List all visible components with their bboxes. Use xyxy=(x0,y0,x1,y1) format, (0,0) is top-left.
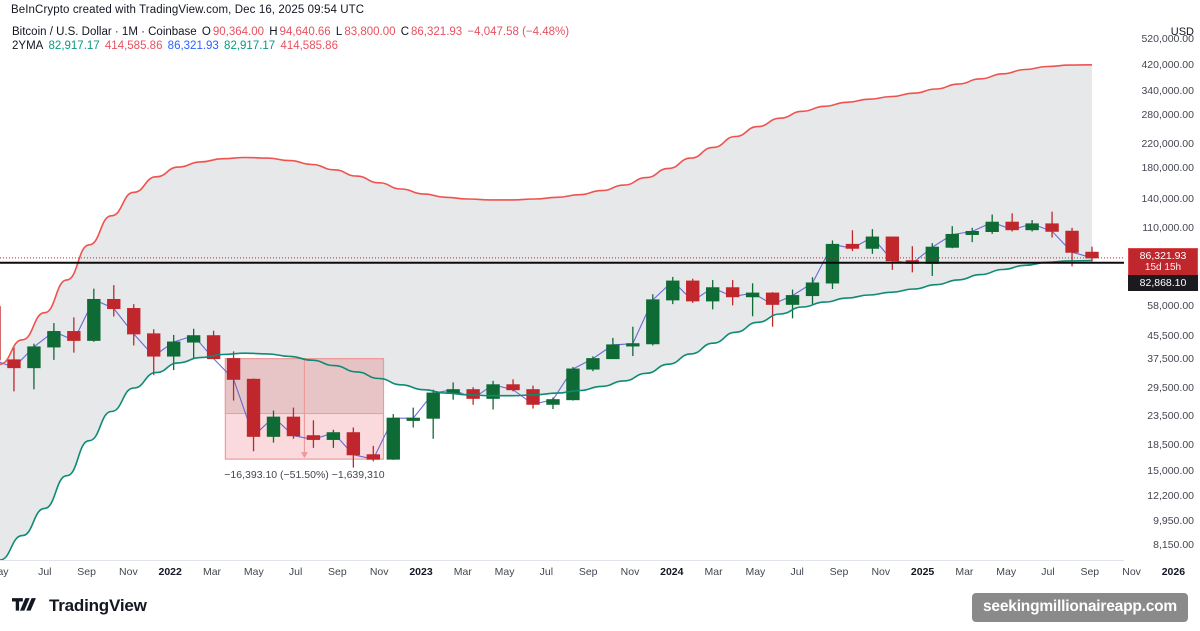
ma-lower-band-line xyxy=(0,259,1093,560)
time-tick: 2026 xyxy=(1161,566,1186,578)
time-tick: Sep xyxy=(829,566,849,578)
legend-close-label: C xyxy=(400,26,410,38)
price-tick: 15,000.00 xyxy=(1147,464,1194,477)
time-tick: May xyxy=(745,566,766,578)
time-scale[interactable]: ay Jul Sep Nov 2022 Mar May Jul Sep Nov 2023 Mar May… xyxy=(0,560,1185,584)
legend-indicator-v1: 82,917.17 xyxy=(48,40,100,52)
footer-bar: TradingView seekingmillionaireapp.com xyxy=(0,584,1200,631)
ma-band-fill xyxy=(0,64,1092,560)
legend-indicator-name[interactable]: 2YMA xyxy=(12,40,44,52)
current-price-badge[interactable]: 86,321.93 15d 15h xyxy=(1128,247,1198,277)
legend-indicator-v2: 414,585.86 xyxy=(104,40,163,52)
candlestick-series[interactable] xyxy=(0,211,1099,468)
time-tick: Jul xyxy=(790,566,804,578)
time-tick: May xyxy=(494,566,515,578)
time-tick: 2024 xyxy=(660,566,684,578)
time-tick: Nov xyxy=(1122,566,1141,578)
price-tick: 37,500.00 xyxy=(1147,353,1194,366)
time-tick: Jul xyxy=(539,566,554,578)
current-price-value: 86,321.93 xyxy=(1139,249,1187,262)
price-tick: 340,000.00 xyxy=(1141,85,1194,98)
legend-open-label: O xyxy=(201,26,211,38)
legend-high-value: 94,640.66 xyxy=(279,26,331,38)
tradingview-logo[interactable]: TradingView xyxy=(12,596,147,616)
time-tick: 2025 xyxy=(910,566,935,578)
time-tick: Nov xyxy=(620,566,640,578)
time-tick: Nov xyxy=(369,566,389,578)
time-tick: Sep xyxy=(328,566,347,578)
time-tick: Sep xyxy=(578,566,598,578)
time-tick: Mar xyxy=(955,566,974,578)
price-tick: 180,000.00 xyxy=(1141,162,1194,175)
time-tick: Sep xyxy=(77,566,96,578)
attribution-text: BeInCrypto created with TradingView.com,… xyxy=(11,4,365,16)
time-tick: Nov xyxy=(871,566,891,578)
legend-symbol[interactable]: Bitcoin / U.S. Dollar · 1M · Coinbase xyxy=(12,26,197,38)
price-tick: 110,000.00 xyxy=(1142,222,1194,235)
legend-high-label: H xyxy=(269,26,278,38)
price-tick: 220,000.00 xyxy=(1141,138,1194,151)
price-tick: 18,500.00 xyxy=(1147,439,1194,452)
ma-upper-band-line xyxy=(0,64,1093,365)
price-tick: 280,000.00 xyxy=(1141,108,1194,121)
price-tick: 8,150.00 xyxy=(1153,538,1194,551)
legend-indicator-v4: 82,917.17 xyxy=(224,40,276,52)
tradingview-logo-text: TradingView xyxy=(49,596,147,615)
time-tick: Jul xyxy=(38,566,52,578)
price-tick: 420,000.00 xyxy=(1141,59,1194,72)
price-lines xyxy=(0,257,1124,264)
time-tick: Mar xyxy=(453,566,472,578)
price-scale[interactable]: USD 520,000.00 420,000.00 340,000.00 280,00… xyxy=(1124,18,1200,560)
time-tick: Sep xyxy=(1080,566,1100,578)
price-tick: 23,500.00 xyxy=(1147,410,1194,423)
price-tick: 45,500.00 xyxy=(1147,329,1194,342)
candlestick-chart-svg[interactable] xyxy=(0,18,1124,560)
price-tick: 29,500.00 xyxy=(1147,382,1194,395)
tradingview-logo-icon xyxy=(12,597,36,611)
legend-indicator-v3: 86,321.93 xyxy=(167,40,219,52)
legend-low-label: L xyxy=(335,26,343,38)
chart-plot-area[interactable]: −16,393.10 (−51.50%) −1,639,310 xyxy=(0,18,1124,560)
site-watermark: seekingmillionaireapp.com xyxy=(972,593,1188,622)
time-tick: Jul xyxy=(1041,566,1055,578)
time-tick: May xyxy=(996,566,1017,578)
bar-countdown: 15d 15h xyxy=(1144,261,1182,273)
measurement-label: −16,393.10 (−51.50%) −1,639,310 xyxy=(224,469,385,482)
price-tick: 9,950.00 xyxy=(1153,514,1194,527)
price-tick: 58,000.00 xyxy=(1147,300,1194,313)
legend-indicator-v5: 414,585.86 xyxy=(280,40,338,52)
price-scale-currency: USD xyxy=(1170,26,1194,38)
time-tick: Jul xyxy=(288,566,303,578)
legend-indicator-row[interactable]: 2YMA 82,917.17 414,585.86 86,321.93 82,9… xyxy=(12,39,571,53)
time-tick: Mar xyxy=(704,566,723,578)
secondary-price-badge[interactable]: 82,868.10 xyxy=(1128,274,1198,291)
price-tick: 12,200.00 xyxy=(1147,489,1194,502)
legend-change-value: −4,047.58 (−4.48%) xyxy=(467,26,570,38)
time-tick: May xyxy=(243,566,264,578)
legend-low-value: 83,800.00 xyxy=(344,26,396,38)
price-tick: 520,000.00 xyxy=(1141,33,1194,46)
time-tick: Nov xyxy=(119,566,138,578)
time-tick: 2023 xyxy=(409,566,433,578)
time-tick: Mar xyxy=(202,566,222,578)
time-tick: ay xyxy=(0,566,9,578)
legend-close-value: 86,321.93 xyxy=(411,26,463,38)
legend-open-value: 90,364.00 xyxy=(212,26,265,38)
time-tick: 2022 xyxy=(158,566,182,578)
price-tick: 140,000.00 xyxy=(1141,193,1194,205)
